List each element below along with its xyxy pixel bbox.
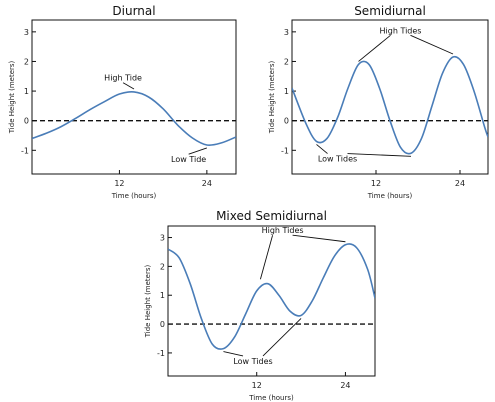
y-axis-label: Tide Height (meters) [8, 60, 16, 134]
x-tick-label: 24 [202, 179, 212, 188]
x-tick-label: 12 [252, 381, 262, 390]
chart-title: Semidiurnal [354, 4, 426, 18]
chart-title: Diurnal [112, 4, 155, 18]
annotation-label: Low Tides [318, 155, 357, 164]
annotation-leader-line [262, 318, 302, 357]
annotation-label: High Tides [380, 26, 422, 35]
y-axis-label: Tide Height (meters) [268, 60, 276, 134]
y-tick-label: 0 [284, 117, 289, 126]
y-tick-label: 2 [160, 262, 165, 271]
x-tick-label: 12 [114, 179, 124, 188]
y-tick-label: 2 [24, 57, 29, 66]
x-axis-label: Time (hours) [367, 192, 413, 200]
y-tick-label: 0 [24, 117, 29, 126]
y-tick-label: 1 [24, 87, 29, 96]
x-tick-label: 24 [455, 179, 465, 188]
annotation-leader-line [188, 147, 208, 155]
tide-height-line [32, 91, 236, 146]
y-tick-label: 3 [284, 28, 289, 37]
y-tick-label: -1 [281, 146, 289, 155]
y-tick-label: 1 [284, 87, 289, 96]
y-tick-label: 3 [24, 28, 29, 37]
annotation-leader-line [122, 82, 135, 90]
annotation-leader-line [259, 235, 274, 280]
y-tick-label: 3 [160, 234, 165, 243]
annotation-leader-line [316, 144, 328, 154]
x-axis-label: Time (hours) [111, 192, 157, 200]
y-tick-label: -1 [21, 146, 29, 155]
annotation-label: Low Tide [171, 155, 206, 164]
annotation-leader-line [223, 351, 244, 357]
annotation-leader-line [358, 34, 391, 62]
y-tick-label: 2 [284, 57, 289, 66]
x-axis-label: Time (hours) [248, 394, 294, 402]
y-tick-label: -1 [157, 349, 165, 358]
chart-title: Mixed Semidiurnal [216, 209, 327, 223]
annotation-leader-line [292, 234, 346, 243]
y-tick-label: 1 [160, 291, 165, 300]
tide-height-line [168, 243, 375, 350]
annotation-label: High Tides [262, 226, 304, 235]
tide-height-line [292, 55, 488, 155]
x-tick-label: 24 [340, 381, 350, 390]
annotation-leader-line [347, 153, 412, 157]
annotation-label: High Tide [104, 74, 142, 83]
plot-frame [31, 19, 237, 175]
plot-frame [167, 225, 376, 377]
plot-frame [291, 19, 489, 175]
x-tick-label: 12 [371, 179, 381, 188]
y-axis-label: Tide Height (meters) [144, 264, 152, 338]
y-tick-label: 0 [160, 320, 165, 329]
annotation-label: Low Tides [233, 357, 272, 366]
annotation-leader-line [410, 34, 454, 55]
